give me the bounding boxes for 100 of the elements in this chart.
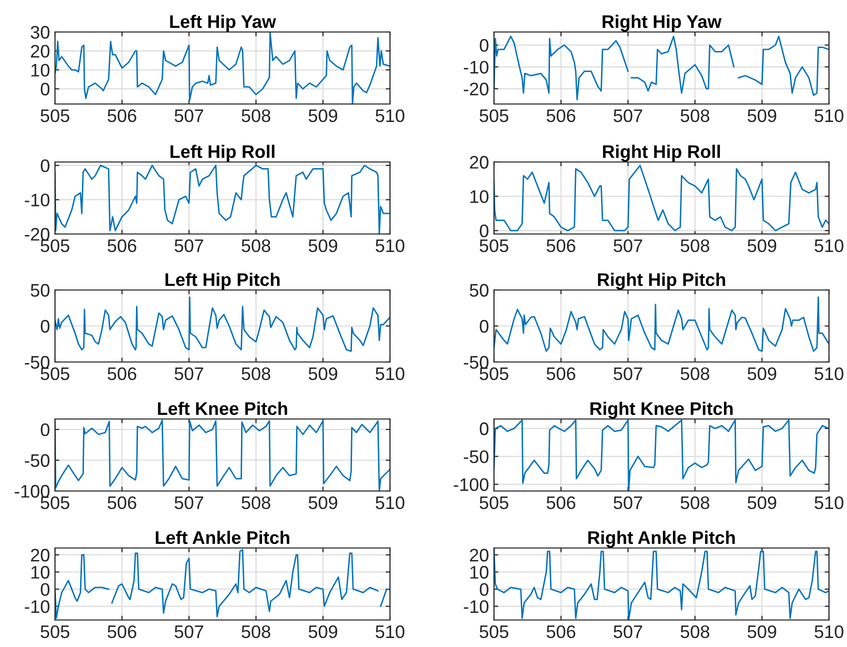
y-tick-label: 0	[480, 224, 488, 238]
y-tick-label: 10	[31, 64, 50, 77]
chart-title: Right Knee Pitch	[590, 402, 733, 419]
x-tick-label: 505	[40, 367, 70, 380]
y-tick-label: 30	[30, 26, 50, 39]
x-tick-label: 506	[108, 625, 136, 638]
x-tick-label: 510	[814, 109, 844, 122]
line-series	[55, 296, 390, 352]
y-tick-label: -100	[454, 478, 488, 492]
x-tick-label: 509	[748, 239, 776, 252]
y-tick-label: 50	[30, 284, 50, 297]
x-tick-label: 506	[108, 367, 136, 380]
y-tick-label: -50	[24, 454, 50, 467]
x-tick-label: 510	[814, 625, 844, 638]
chart-title: Left Hip Pitch	[166, 272, 280, 290]
y-tick-label: 20	[470, 548, 488, 562]
x-tick-label: 508	[680, 109, 710, 122]
line-series	[494, 549, 829, 620]
x-tick-label: 508	[680, 367, 710, 380]
x-tick-label: 510	[814, 239, 844, 252]
x-tick-label: 505	[480, 109, 508, 122]
x-tick-label: 505	[40, 625, 70, 638]
x-tick-label: 506	[108, 496, 136, 510]
x-tick-label: 506	[546, 496, 576, 510]
x-tick-label: 509	[308, 239, 338, 252]
y-tick-label: -100	[14, 484, 50, 498]
chart-title: Left Ankle Pitch	[156, 530, 290, 544]
x-tick-label: 505	[480, 496, 508, 510]
x-tick-label: 507	[614, 625, 642, 638]
x-tick-label: 508	[680, 625, 710, 638]
x-tick-label: 506	[546, 239, 576, 252]
x-tick-label: 507	[614, 239, 642, 252]
x-tick-label: 508	[242, 109, 270, 122]
y-tick-label: -10	[464, 600, 488, 614]
x-tick-label: 505	[40, 109, 70, 122]
x-tick-label: 505	[480, 239, 508, 252]
x-tick-label: 510	[376, 367, 404, 380]
y-tick-label: 0	[480, 583, 488, 596]
x-tick-label: 507	[174, 625, 204, 638]
line-series	[55, 32, 390, 104]
chart-title: Left Knee Pitch	[158, 402, 288, 416]
x-tick-label: 507	[174, 109, 204, 122]
y-tick-label: 10	[470, 190, 488, 204]
x-tick-label: 507	[174, 496, 204, 510]
y-tick-label: -50	[464, 356, 488, 369]
y-tick-label: 0	[40, 320, 50, 333]
x-tick-label: 506	[108, 109, 136, 122]
y-tick-label: -20	[464, 82, 488, 96]
x-tick-label: 506	[546, 109, 576, 122]
x-tick-label: 509	[748, 367, 776, 380]
x-tick-label: 509	[748, 109, 776, 122]
x-tick-label: 508	[242, 496, 270, 510]
y-tick-label: 10	[470, 566, 488, 579]
y-tick-label: 0	[480, 422, 488, 436]
x-tick-label: 507	[614, 496, 642, 510]
y-tick-label: 0	[40, 583, 50, 596]
y-tick-label: -10	[24, 600, 50, 614]
chart-title: Left Hip Yaw	[170, 14, 276, 32]
x-tick-label: 508	[242, 239, 270, 252]
x-tick-label: 507	[614, 109, 642, 122]
y-tick-label: 0	[40, 423, 50, 436]
chart-title: Left Hip Roll	[170, 144, 274, 162]
y-tick-label: 0	[40, 159, 50, 172]
chart-title: Right Hip Roll	[603, 144, 720, 162]
x-tick-label: 505	[40, 239, 70, 252]
y-tick-label: 0	[40, 82, 50, 96]
x-tick-label: 509	[308, 367, 338, 380]
line-series	[494, 164, 829, 232]
x-tick-label: 506	[546, 625, 576, 638]
y-tick-label: -10	[464, 60, 488, 74]
y-tick-label: 0	[480, 39, 488, 52]
x-tick-label: 509	[748, 496, 776, 510]
y-tick-label: 20	[30, 548, 50, 562]
line-series	[55, 420, 390, 491]
y-tick-label: 20	[30, 44, 50, 58]
x-tick-label: 509	[748, 625, 776, 638]
y-tick-label: 10	[31, 566, 50, 579]
x-tick-label: 508	[242, 367, 270, 380]
y-tick-label: -50	[24, 356, 50, 369]
x-tick-label: 508	[680, 239, 710, 252]
x-tick-label: 507	[614, 367, 642, 380]
chart-title: Right Hip Yaw	[602, 14, 722, 32]
x-tick-label: 508	[680, 496, 710, 510]
line-series	[55, 164, 390, 234]
x-tick-label: 510	[376, 109, 404, 122]
y-tick-label: 20	[470, 156, 488, 169]
chart-title: Right Ankle Pitch	[588, 530, 735, 548]
x-tick-label: 510	[376, 496, 404, 510]
x-tick-label: 510	[376, 239, 404, 252]
x-tick-label: 508	[242, 625, 270, 638]
x-tick-label: 506	[108, 239, 136, 252]
line-series	[494, 419, 829, 491]
x-tick-label: 505	[480, 625, 508, 638]
x-tick-label: 505	[40, 496, 70, 510]
x-tick-label: 509	[308, 625, 338, 638]
chart-title: Right Hip Pitch	[598, 272, 726, 290]
x-tick-label: 509	[308, 496, 338, 510]
x-tick-label: 507	[174, 367, 204, 380]
x-tick-label: 510	[376, 625, 404, 638]
y-tick-label: 0	[480, 320, 488, 333]
